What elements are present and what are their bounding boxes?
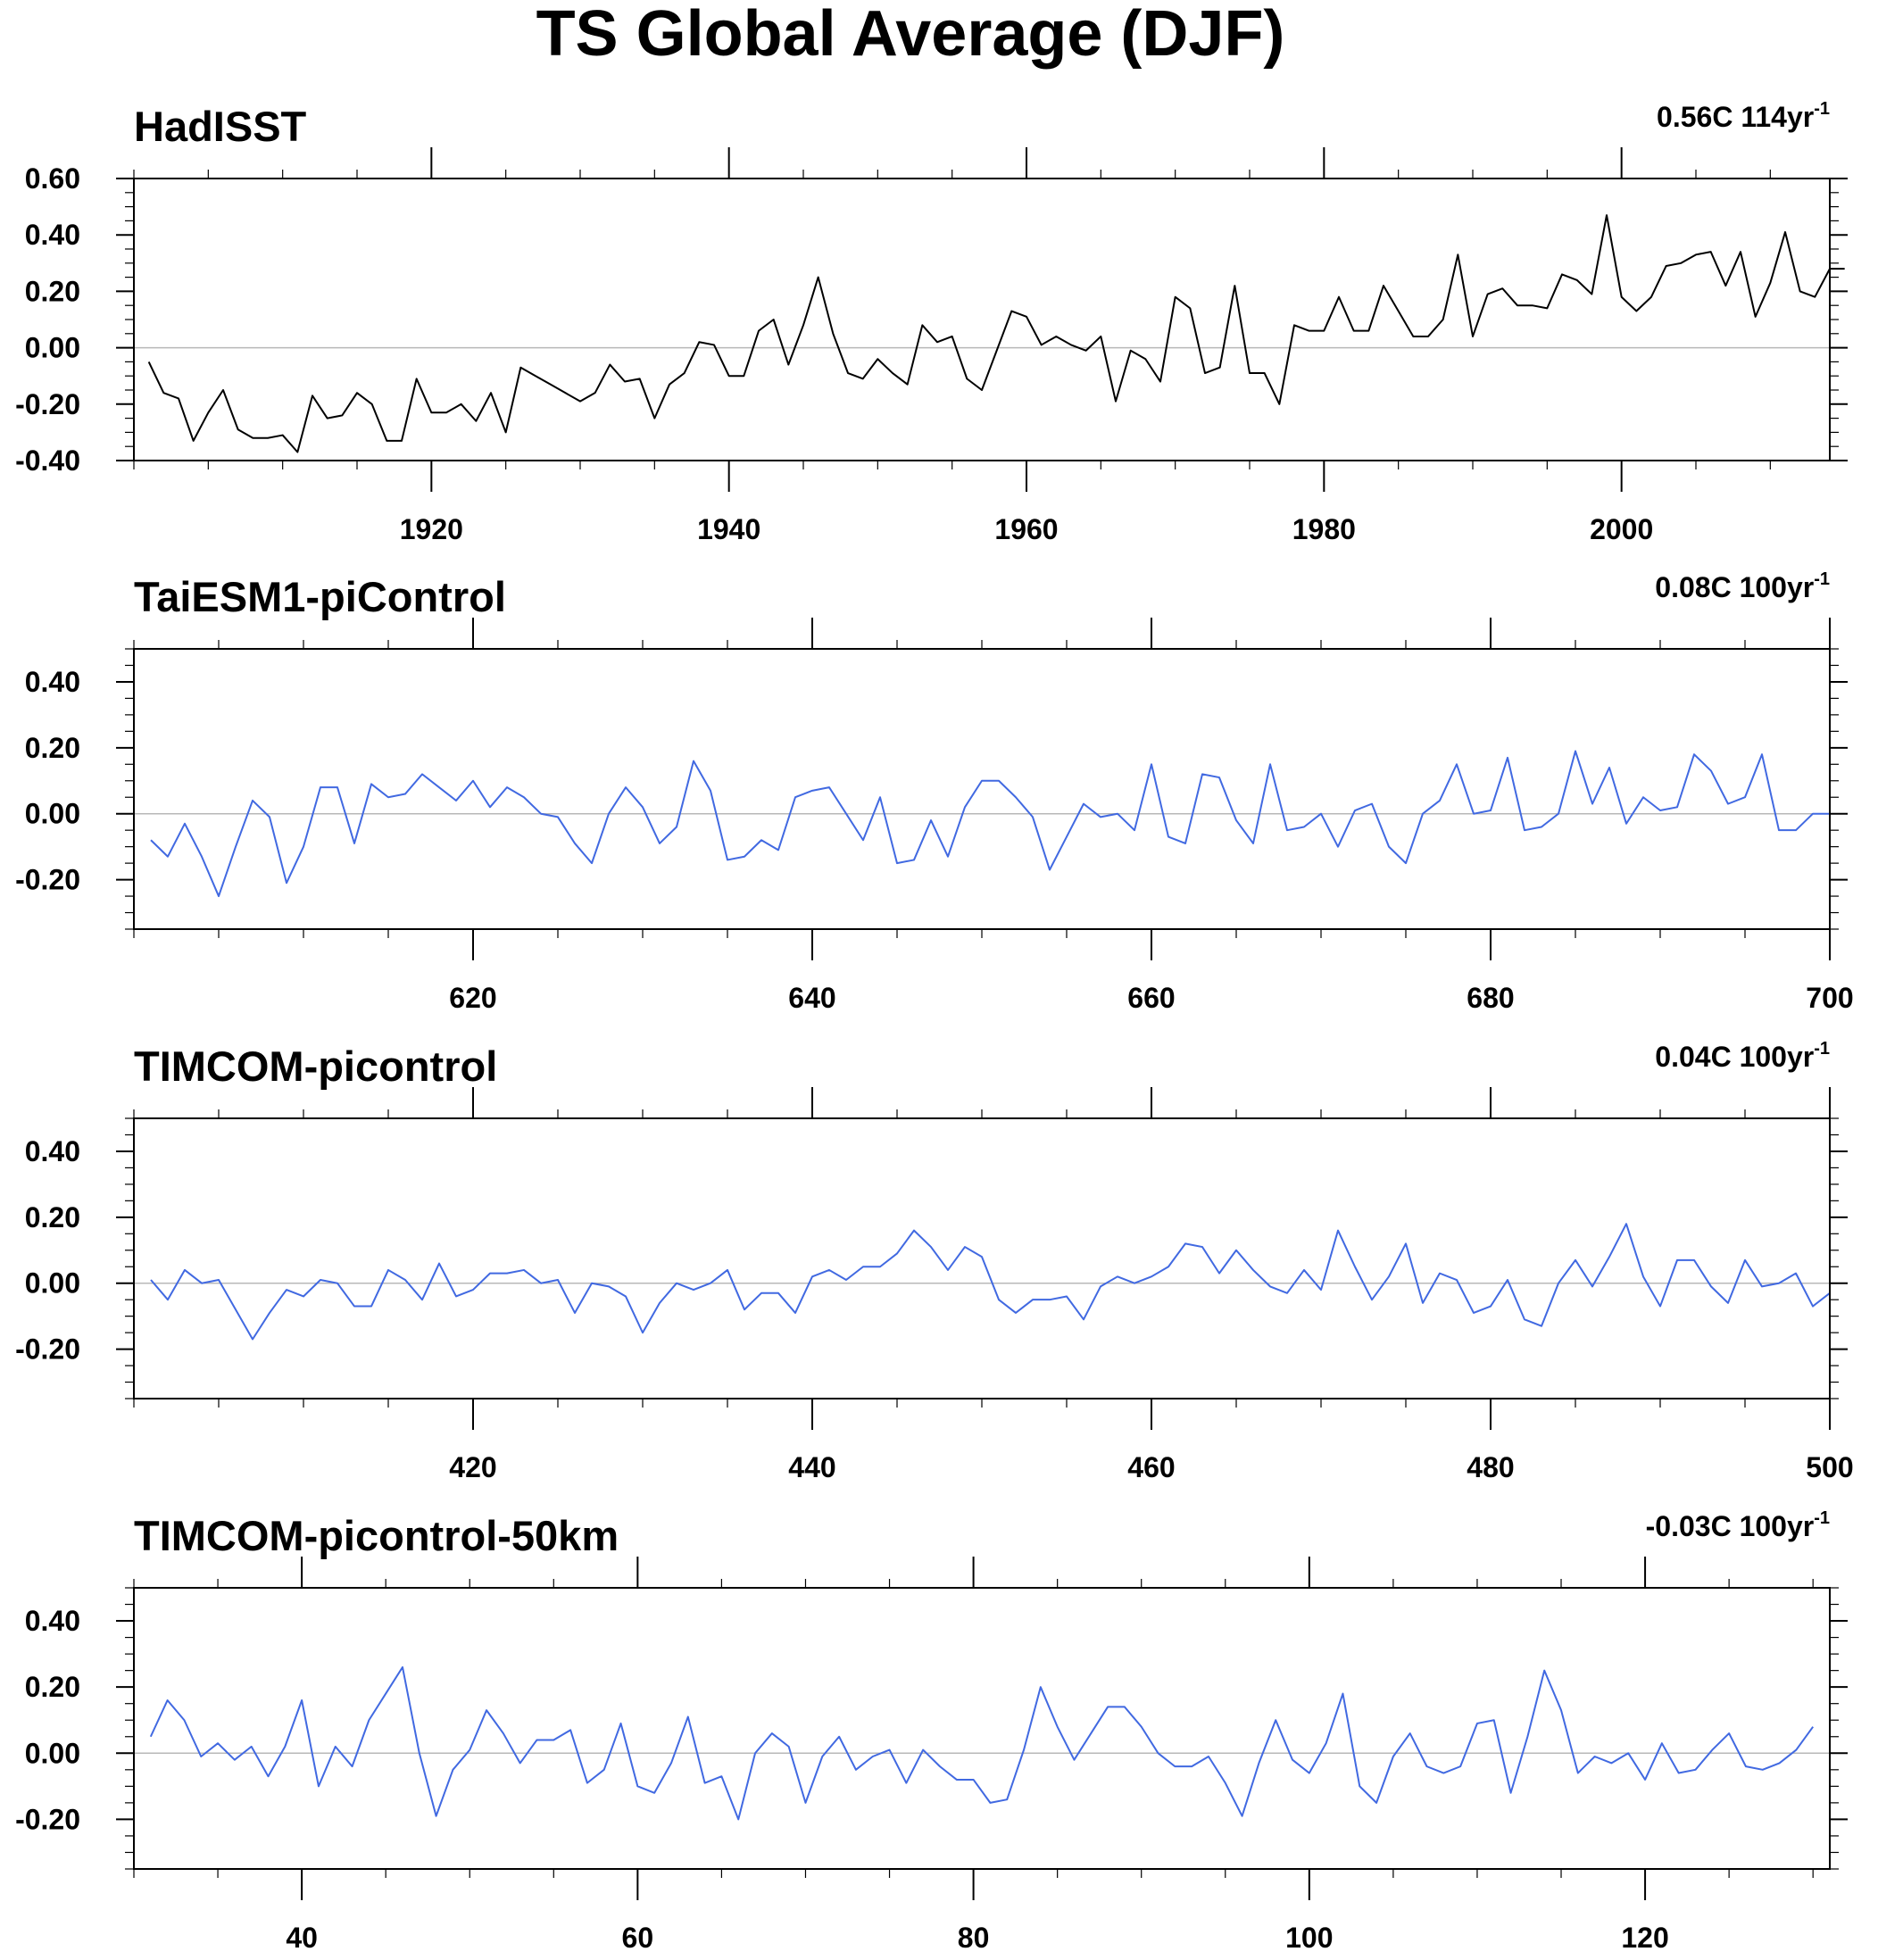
trend-exponent: -1 (1814, 569, 1830, 589)
panel-title: HadISST (134, 103, 307, 150)
x-tick-label: 660 (1127, 982, 1175, 1014)
plot-frame (133, 1587, 1831, 1870)
x-tick-label: 620 (449, 982, 496, 1014)
y-tick-label: 0.40 (25, 1135, 80, 1167)
y-tick-label: -0.40 (15, 444, 80, 477)
trend-label: 0.56C 114yr-1 (1657, 99, 1830, 133)
panel-title: TaiESM1-piControl (134, 573, 506, 620)
y-tick-label: 0.40 (25, 666, 80, 698)
x-tick-label: 420 (449, 1451, 496, 1483)
x-tick-label: 80 (958, 1922, 990, 1954)
x-tick-label: 500 (1806, 1451, 1853, 1483)
y-tick-label: -0.20 (15, 1803, 80, 1835)
trend-exponent: -1 (1814, 99, 1830, 119)
trend-label: -0.03C 100yr-1 (1646, 1508, 1830, 1542)
y-tick-label: 0.00 (25, 1267, 80, 1300)
y-tick-label: 0.40 (25, 1605, 80, 1637)
trend-value: 0.04C 100yr (1655, 1041, 1814, 1073)
panel-3: TIMCOM-picontrol 0.04C 100yr-1 -0.20 0.00 0.… (15, 1039, 1854, 1483)
trend-exponent: -1 (1814, 1039, 1830, 1059)
panel-title: TIMCOM-picontrol-50km (134, 1512, 619, 1559)
y-tick-label: 0.20 (25, 275, 80, 307)
panel-1: HadISST 0.56C 114yr-1 -0.40 -0.20 0.00 0.20 0.… (15, 99, 1848, 545)
x-tick-label: 60 (622, 1922, 654, 1954)
y-tick-label: 0.60 (25, 162, 80, 195)
y-tick-label: -0.20 (15, 388, 80, 420)
panels: HadISST 0.56C 114yr-1-0.40-0.200.000.200.… (15, 99, 1854, 1954)
y-tick-label: 0.00 (25, 332, 80, 364)
y-tick-label: 0.20 (25, 732, 80, 764)
panel-4: TIMCOM-picontrol-50km -0.03C 100yr-1 -0.20… (15, 1508, 1848, 1954)
x-tick-label: 1920 (400, 513, 463, 545)
trend-label: 0.08C 100yr-1 (1655, 569, 1830, 603)
x-tick-label: 480 (1467, 1451, 1514, 1483)
y-tick-label: -0.20 (15, 864, 80, 896)
trend-value: -0.03C 100yr (1646, 1510, 1815, 1542)
figure-title: TS Global Average (DJF) (536, 0, 1285, 70)
x-tick-label: 40 (286, 1922, 318, 1954)
panel-2: TaiESM1-piControl 0.08C 100yr-1 -0.20 0.00 0… (15, 569, 1854, 1014)
panel-title: TIMCOM-picontrol (134, 1042, 497, 1090)
y-tick-label: 0.40 (25, 219, 80, 251)
x-tick-label: 640 (788, 982, 835, 1014)
x-tick-label: 700 (1806, 982, 1853, 1014)
x-tick-label: 440 (788, 1451, 835, 1483)
y-tick-label: -0.20 (15, 1333, 80, 1366)
trend-exponent: -1 (1814, 1508, 1830, 1528)
series-line (149, 1665, 1814, 1821)
y-tick-label: 0.20 (25, 1201, 80, 1233)
x-tick-label: 680 (1467, 982, 1514, 1014)
plot-frame (133, 648, 1831, 930)
series-line (147, 214, 1845, 453)
trend-label: 0.04C 100yr-1 (1655, 1039, 1830, 1073)
x-tick-label: 1980 (1292, 513, 1356, 545)
y-tick-label: 0.00 (25, 1737, 80, 1769)
trend-value: 0.56C 114yr (1657, 101, 1814, 133)
x-tick-label: 2000 (1590, 513, 1653, 545)
x-tick-label: 460 (1127, 1451, 1175, 1483)
y-tick-label: 0.20 (25, 1671, 80, 1703)
x-tick-label: 1960 (994, 513, 1058, 545)
plot-frame (133, 178, 1831, 461)
x-tick-label: 120 (1621, 1922, 1668, 1954)
trend-value: 0.08C 100yr (1655, 571, 1814, 603)
y-tick-label: 0.00 (25, 798, 80, 830)
series-line (150, 750, 1830, 898)
series-line (150, 1223, 1831, 1341)
x-tick-label: 100 (1285, 1922, 1333, 1954)
x-tick-label: 1940 (697, 513, 760, 545)
